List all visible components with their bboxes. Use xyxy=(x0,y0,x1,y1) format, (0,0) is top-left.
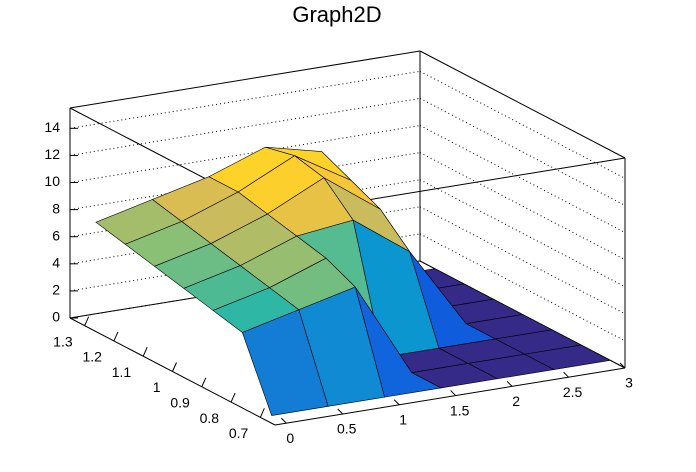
y-tick-label: 1.2 xyxy=(82,349,102,365)
surface-cell xyxy=(241,309,329,416)
y-tick xyxy=(113,331,119,342)
surface xyxy=(95,146,612,416)
y-tick xyxy=(201,377,207,387)
z-tick-label: 2 xyxy=(52,282,60,298)
front-layer: 0 2 4 6 8 10 12 14 0.7 0.8 0.9 1 1.1 1.2 1.3 0 0.5 1 1.5 2 2… xyxy=(44,119,633,446)
z-tick-label: 14 xyxy=(44,119,60,135)
z-tick-label: 6 xyxy=(52,227,60,243)
y-tick xyxy=(84,316,90,326)
x-tick-label: 3 xyxy=(625,375,633,391)
z-tick-label: 8 xyxy=(52,200,60,216)
x-tick xyxy=(337,408,344,415)
frame-edge xyxy=(419,50,626,159)
y-tick xyxy=(259,408,265,418)
grid-line xyxy=(419,152,626,261)
x-tick xyxy=(563,371,569,378)
x-tick-label: 0 xyxy=(286,430,294,446)
grid-line xyxy=(419,97,626,206)
grid-line xyxy=(419,125,626,233)
z-tick-label: 0 xyxy=(52,309,60,325)
z-tick-label: 10 xyxy=(44,173,60,189)
x-tick xyxy=(450,390,456,396)
x-tick-label: 2 xyxy=(512,393,520,409)
y-tick xyxy=(230,392,236,403)
x-tick xyxy=(280,417,287,424)
frame-edge xyxy=(69,50,421,109)
z-tick-label: 12 xyxy=(44,146,60,162)
x-axis xyxy=(274,367,626,426)
y-tick-label: 0.9 xyxy=(170,394,190,410)
y-tick xyxy=(142,347,148,357)
z-tick-label: 4 xyxy=(52,255,60,271)
x-tick xyxy=(619,362,626,369)
x-tick-label: 0.5 xyxy=(337,421,357,437)
x-tick xyxy=(506,381,513,387)
x-tick-label: 1.5 xyxy=(450,402,470,418)
grid-line xyxy=(419,233,626,342)
grid-line xyxy=(419,70,626,179)
chart-title: Graph2D xyxy=(292,2,381,27)
grid-line xyxy=(419,179,626,288)
y-tick-label: 0.7 xyxy=(229,425,249,441)
y-tick-label: 0.8 xyxy=(200,410,220,426)
y-tick-label: 1.1 xyxy=(112,364,132,380)
y-tick-label: 1.3 xyxy=(53,333,73,349)
x-tick-label: 2.5 xyxy=(563,384,583,400)
y-tick xyxy=(172,362,177,372)
grid-line xyxy=(69,97,421,156)
x-tick-label: 1 xyxy=(399,411,407,427)
x-tick xyxy=(393,399,400,406)
y-tick-label: 1 xyxy=(153,379,161,395)
grid-line xyxy=(419,206,626,315)
